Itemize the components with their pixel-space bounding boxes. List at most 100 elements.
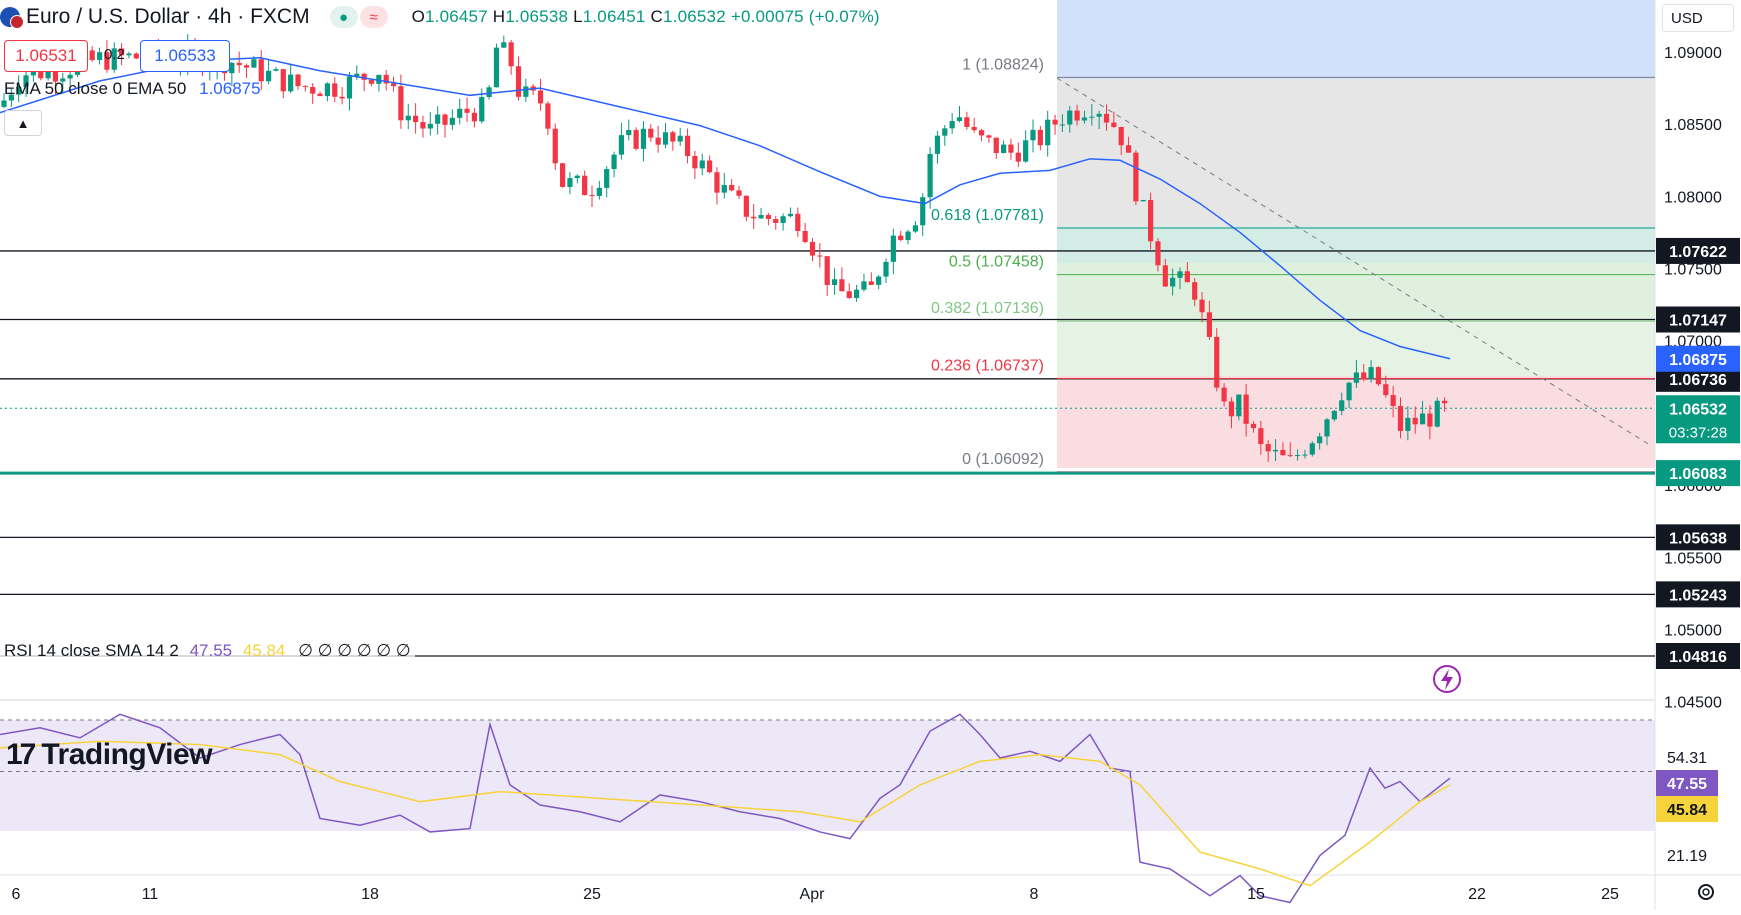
spread-value: 0.2 xyxy=(104,46,125,63)
candle-body xyxy=(1162,265,1168,287)
fib-band-green xyxy=(1057,263,1655,318)
candle-body xyxy=(692,155,698,169)
candle-body xyxy=(251,59,257,68)
time-axis-label: 6 xyxy=(12,886,21,903)
symbol-title[interactable]: Euro / U.S. Dollar · 4h · FXCM xyxy=(26,5,310,28)
candle-body xyxy=(361,73,367,80)
settings-gear-icon[interactable] xyxy=(1698,884,1714,900)
rsi-legend-label: RSI 14 close SMA 14 2 xyxy=(4,641,179,660)
candle-body xyxy=(236,62,242,66)
data-wave-icon[interactable]: ≈ xyxy=(359,6,388,28)
rsi-sma-line[interactable] xyxy=(0,740,1451,887)
candle-body xyxy=(920,197,926,226)
candle-body xyxy=(898,235,904,241)
candle-body xyxy=(376,74,382,84)
candle-body xyxy=(655,137,661,145)
rsi-axis-label-bg xyxy=(1656,770,1718,796)
currency-button[interactable]: USD xyxy=(1662,4,1734,32)
candle-body xyxy=(537,90,544,104)
price-line-label: 1.06736 xyxy=(1669,372,1727,389)
candle-body xyxy=(1309,443,1315,455)
eur-usd-flag-icon xyxy=(0,7,24,29)
candle-body xyxy=(332,83,338,97)
candle-body xyxy=(1125,145,1132,153)
sell-price-button[interactable]: 1.06531 xyxy=(4,40,88,72)
candle-body xyxy=(1236,394,1242,417)
price-line-label-bg xyxy=(1656,643,1740,670)
market-open-icon[interactable]: ● xyxy=(329,6,358,28)
candle-body xyxy=(89,50,95,60)
rsi-band xyxy=(0,720,1655,831)
rsi-sma-legend-value: 45.84 xyxy=(242,641,286,660)
candle-body xyxy=(119,48,125,56)
price-line-label-bg xyxy=(1656,460,1740,487)
candle-body xyxy=(729,184,735,191)
tradingview-logo[interactable]: 17 TradingView xyxy=(6,738,213,772)
candle-body xyxy=(861,281,867,290)
candle-body xyxy=(23,75,29,87)
fib-level-label: 0.382 (1.07136) xyxy=(931,300,1044,317)
candle-body xyxy=(714,172,720,193)
candle-body xyxy=(795,213,801,232)
candle-body xyxy=(831,279,838,286)
rsi-axis-label-bg xyxy=(1656,796,1718,822)
candle-body xyxy=(677,135,683,142)
high-value: 1.06538 xyxy=(505,7,569,26)
candle-body xyxy=(802,231,808,242)
candle-body xyxy=(1118,126,1124,146)
candle-body xyxy=(1375,367,1382,385)
candle-body xyxy=(942,128,948,136)
fib-trend-line[interactable] xyxy=(1056,77,1651,446)
candle-body xyxy=(1280,449,1286,456)
candle-body xyxy=(978,130,985,136)
collapse-legend-button[interactable]: ▲ xyxy=(4,110,42,136)
candle-body xyxy=(310,86,316,94)
rsi-legend[interactable]: RSI 14 close SMA 14 2 47.55 45.84 ∅ ∅ ∅ … xyxy=(0,641,415,661)
candle-body xyxy=(1111,122,1117,127)
price-tick-label: 1.07500 xyxy=(1664,262,1722,279)
candle-body xyxy=(956,117,963,122)
fib-level-label: 0.618 (1.07781) xyxy=(931,207,1044,224)
rsi-axis-label: 21.19 xyxy=(1667,848,1707,865)
rsi-line[interactable] xyxy=(0,713,1451,904)
candle-body xyxy=(1089,116,1095,118)
candle-body xyxy=(126,53,132,56)
candle-body xyxy=(1199,299,1205,313)
candle-body xyxy=(486,87,492,97)
ema-legend-value: 1.06875 xyxy=(199,79,261,98)
candle-body xyxy=(501,42,507,48)
candle-body xyxy=(324,83,330,97)
last-price-label: 1.06532 xyxy=(1669,401,1727,418)
candle-body xyxy=(1397,405,1404,431)
candle-body xyxy=(1250,423,1257,429)
candle-body xyxy=(390,83,397,87)
fib-level-label: 1 (1.08824) xyxy=(962,56,1044,73)
price-tick-label: 1.05000 xyxy=(1664,622,1722,639)
time-axis-label: 8 xyxy=(1030,886,1039,903)
candle-body xyxy=(662,132,669,145)
buy-price-button[interactable]: 1.06533 xyxy=(140,40,230,72)
candle-body xyxy=(1023,140,1029,162)
candle-body xyxy=(1155,241,1161,266)
candle-body xyxy=(721,184,727,193)
ema-line[interactable] xyxy=(0,57,1451,360)
rsi-axis-label: 54.31 xyxy=(1667,750,1707,767)
ema-legend[interactable]: EMA 50 close 0 EMA 50 1.06875 xyxy=(4,79,261,99)
price-tick-label: 1.04500 xyxy=(1664,695,1722,712)
candle-body xyxy=(1184,271,1190,283)
candle-body xyxy=(905,231,911,241)
candle-body xyxy=(427,123,433,129)
price-line-label: 1.06083 xyxy=(1669,466,1727,483)
lightning-icon[interactable] xyxy=(1433,665,1461,693)
candle-body xyxy=(574,175,580,179)
candle-body xyxy=(582,175,588,196)
tradingview-logo-icon: 17 xyxy=(6,738,36,771)
candle-body xyxy=(258,59,264,82)
candle-body xyxy=(273,69,279,71)
ema-price-label-bg xyxy=(1656,345,1740,372)
candle-body xyxy=(508,42,514,67)
candle-body xyxy=(1103,113,1110,123)
candle-body xyxy=(1331,410,1337,420)
candle-body xyxy=(339,96,345,99)
